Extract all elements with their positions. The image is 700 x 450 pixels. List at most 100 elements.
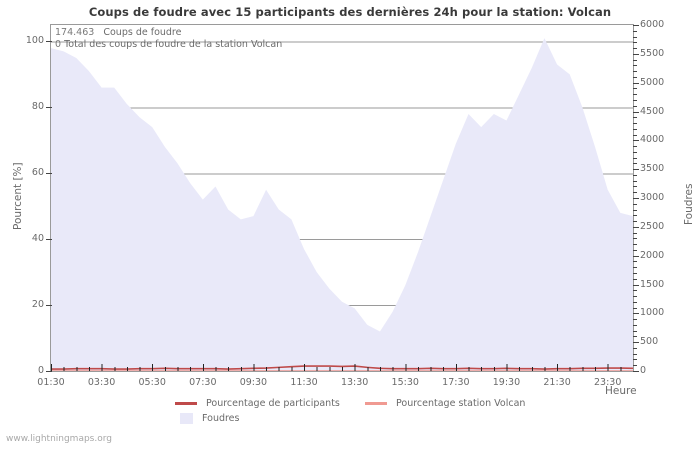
y-right-minor-tickmark	[633, 290, 637, 291]
y-right-minor-tickmark	[633, 181, 637, 182]
y-right-minor-tickmark	[633, 71, 637, 72]
y-left-tickmark	[46, 305, 52, 306]
y-left-tickmark	[46, 41, 52, 42]
y-right-minor-tickmark	[633, 365, 637, 366]
y-right-tick-2000: 2000	[640, 249, 665, 261]
annotation-station-strokes: 0 Total des coups de foudre de la statio…	[55, 39, 282, 51]
y-left-tickmark	[46, 173, 52, 174]
y-right-minor-tickmark	[633, 106, 637, 107]
y-left-tickmark	[46, 371, 52, 372]
legend-swatch-station	[365, 402, 387, 405]
annotation-station-strokes-label: Total des coups de foudre de la station …	[64, 39, 283, 50]
legend-swatch-strokes	[180, 413, 193, 424]
y-right-tickmark	[633, 25, 639, 26]
y-right-minor-tickmark	[633, 152, 637, 153]
annotation-station-strokes-value: 0	[55, 39, 62, 50]
y-right-tick-0: 0	[640, 365, 647, 376]
legend-label-participants: Pourcentage de participants	[206, 398, 340, 409]
y-right-tick-4500: 4500	[640, 105, 665, 117]
y-right-minor-tickmark	[633, 267, 637, 268]
y-right-minor-tickmark	[633, 233, 637, 234]
y-right-tick-4000: 4000	[640, 134, 665, 146]
y-left-tickmark	[46, 107, 52, 108]
y-right-tickmark	[633, 83, 639, 84]
y-right-tick-3500: 3500	[640, 163, 665, 175]
y-right-minor-tickmark	[633, 319, 637, 320]
y-right-minor-tickmark	[633, 158, 637, 159]
x-tick-15-30: 15:30	[391, 377, 419, 388]
y-right-tick-500: 500	[640, 336, 659, 348]
watermark: www.lightningmaps.org	[6, 434, 112, 444]
y-right-minor-tickmark	[633, 221, 637, 222]
y-right-minor-tickmark	[633, 261, 637, 262]
legend-item-participants[interactable]: Pourcentage de participants	[175, 398, 365, 409]
y-right-minor-tickmark	[633, 42, 637, 43]
y-right-minor-tickmark	[633, 325, 637, 326]
legend-row-2: Foudres	[175, 411, 595, 426]
y-right-minor-tickmark	[633, 77, 637, 78]
legend-item-station[interactable]: Pourcentage station Volcan	[365, 398, 525, 409]
legend-row-1: Pourcentage de participants Pourcentage …	[175, 396, 595, 411]
y-right-minor-tickmark	[633, 65, 637, 66]
y-right-minor-tickmark	[633, 279, 637, 280]
y-right-tick-5500: 5500	[640, 47, 665, 59]
y-right-minor-tickmark	[633, 60, 637, 61]
x-tick-11-30: 11:30	[290, 377, 318, 388]
plot-graphics	[51, 38, 633, 371]
y-right-tick-3000: 3000	[640, 192, 665, 203]
x-tick-09-30: 09:30	[239, 377, 268, 388]
y-right-minor-tickmark	[633, 146, 637, 147]
y-right-minor-tickmark	[633, 354, 637, 355]
annotation-total-strokes-label: Coups de foudre	[103, 27, 182, 38]
y-right-minor-tickmark	[633, 238, 637, 239]
x-tick-01-30: 01:30	[37, 377, 65, 388]
x-tick-07-30: 07:30	[189, 377, 217, 388]
y-left-tick-0: 0	[37, 365, 44, 376]
y-right-tickmark	[633, 54, 639, 55]
y-right-minor-tickmark	[633, 359, 637, 360]
y-right-minor-tickmark	[633, 163, 637, 164]
y-right-minor-tickmark	[633, 308, 637, 309]
y-right-tick-6000: 6000	[640, 19, 665, 30]
x-tick-21-30: 21:30	[543, 377, 571, 388]
y-right-tick-1500: 1500	[640, 278, 665, 290]
x-tick-23-30: 23:30	[593, 377, 622, 388]
y-right-minor-tickmark	[633, 192, 637, 193]
y-right-tickmark	[633, 140, 639, 141]
y-right-tick-2500: 2500	[640, 220, 665, 232]
y-right-minor-tickmark	[633, 175, 637, 176]
y-right-tickmark	[633, 285, 639, 286]
legend-item-strokes[interactable]: Foudres	[175, 413, 365, 424]
annotation-total-strokes-value: 174.463	[55, 27, 95, 38]
x-tick-03-30: 03:30	[87, 377, 116, 388]
plot-area	[50, 24, 634, 372]
y-right-minor-tickmark	[633, 273, 637, 274]
y-left-tick-20: 20	[31, 299, 44, 311]
y-right-tick-5000: 5000	[640, 76, 665, 88]
y-right-minor-tickmark	[633, 117, 637, 118]
x-tick-19-30: 19:30	[492, 377, 521, 388]
page-title: Coups de foudre avec 15 participants des…	[88, 5, 612, 19]
x-axis-title: Heure	[605, 385, 637, 397]
y-right-minor-tickmark	[633, 204, 637, 205]
chart-legend: Pourcentage de participants Pourcentage …	[175, 396, 595, 426]
y-right-minor-tickmark	[633, 123, 637, 124]
y-right-minor-tickmark	[633, 31, 637, 32]
legend-label-strokes: Foudres	[202, 413, 240, 424]
y-left-tick-40: 40	[31, 233, 44, 245]
y-right-minor-tickmark	[633, 348, 637, 349]
y-right-tickmark	[633, 227, 639, 228]
y-right-minor-tickmark	[633, 129, 637, 130]
y-left-tick-100: 100	[25, 35, 44, 47]
y-right-minor-tickmark	[633, 135, 637, 136]
y-right-minor-tickmark	[633, 250, 637, 251]
y-right-minor-tickmark	[633, 302, 637, 303]
y-right-tickmark	[633, 112, 639, 113]
y-axis-right-title: Foudres	[683, 183, 695, 225]
legend-label-station: Pourcentage station Volcan	[396, 398, 526, 409]
y-right-minor-tickmark	[633, 100, 637, 101]
x-tick-13-30: 13:30	[340, 377, 369, 388]
y-right-minor-tickmark	[633, 94, 637, 95]
y-right-tickmark	[633, 342, 639, 343]
